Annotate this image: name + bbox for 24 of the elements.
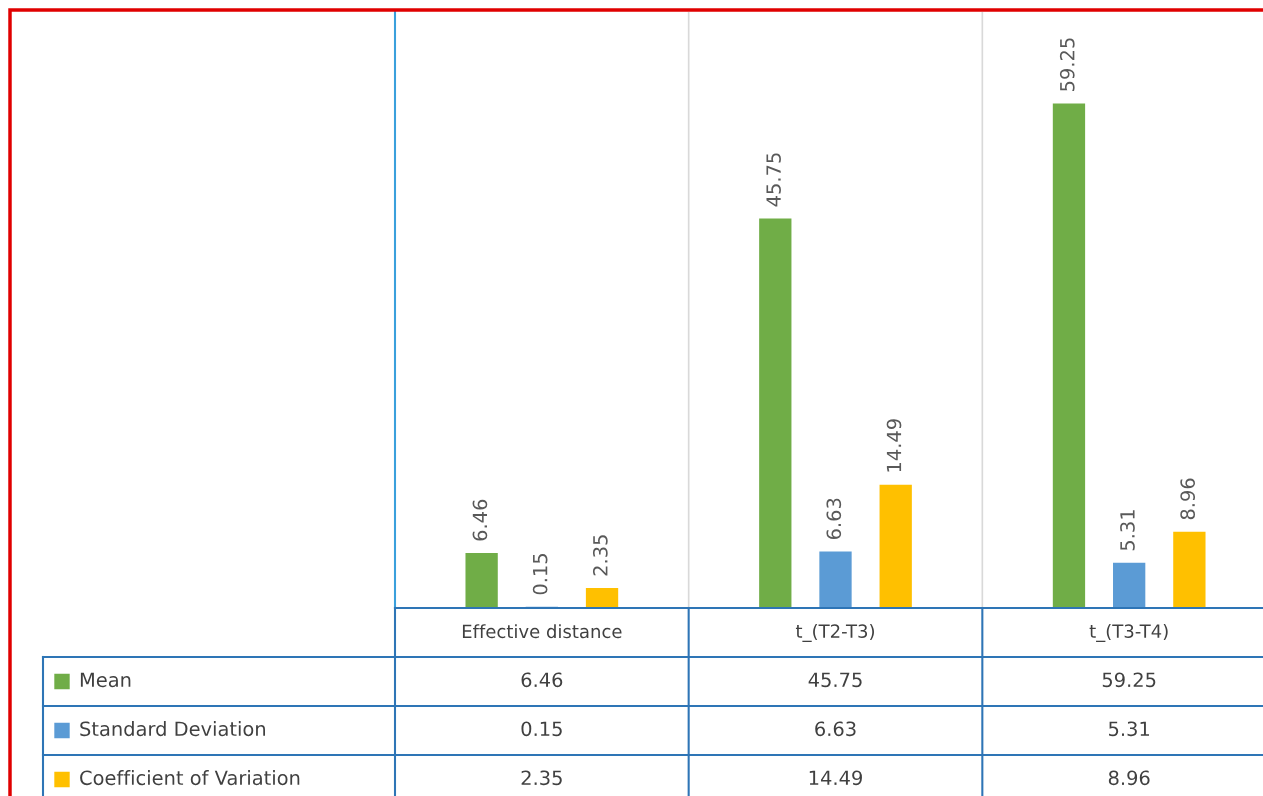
x-tick-label: t_(T2-T3) bbox=[795, 624, 874, 642]
data-label: 6.46 bbox=[521, 672, 563, 688]
data-label: 0.15 bbox=[521, 721, 562, 737]
data-label: 5.31 bbox=[1109, 721, 1150, 737]
annotation: 45.75 bbox=[766, 153, 781, 207]
data-label: 45.75 bbox=[808, 672, 862, 688]
annotation: 6.46 bbox=[472, 499, 488, 541]
annotation: 6.63 bbox=[826, 498, 842, 540]
data-label: 14.49 bbox=[809, 770, 862, 786]
data-label: 59.25 bbox=[1102, 672, 1156, 688]
annotation: 59.25 bbox=[1059, 38, 1075, 91]
annotation: 2.35 bbox=[592, 535, 608, 576]
data-label: 2.35 bbox=[521, 770, 562, 786]
data-label: 8.96 bbox=[1108, 770, 1150, 786]
legend-label: Mean bbox=[80, 672, 131, 688]
annotation: 5.31 bbox=[1120, 510, 1135, 551]
legend-label: Coefficient of Variation bbox=[80, 770, 300, 786]
x-tick-label: Effective distance bbox=[462, 624, 622, 639]
x-tick-label: t_(T3-T4) bbox=[1089, 624, 1168, 642]
annotation: 14.49 bbox=[886, 419, 902, 472]
data-label: 6.63 bbox=[815, 721, 856, 737]
annotation: 0.15 bbox=[532, 554, 548, 595]
annotation: 8.96 bbox=[1180, 478, 1196, 520]
legend-label: Standard Deviation bbox=[80, 721, 265, 737]
